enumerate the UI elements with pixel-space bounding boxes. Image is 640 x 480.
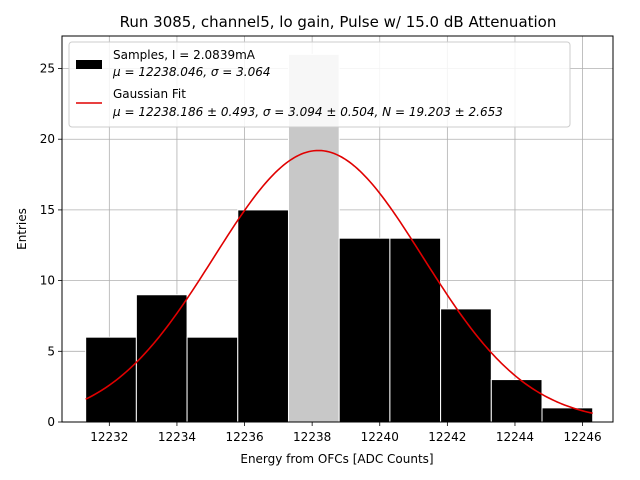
histogram-bar: [85, 336, 137, 423]
x-tick-label: 12232: [90, 430, 128, 444]
chart-title: Run 3085, channel5, lo gain, Pulse w/ 15…: [120, 13, 557, 31]
y-tick-label: 15: [40, 203, 55, 217]
histogram-bar: [338, 237, 391, 423]
x-tick-label: 12236: [225, 430, 263, 444]
y-tick-label: 5: [47, 344, 55, 358]
histogram-bar: [490, 379, 543, 423]
histogram-bar: [541, 407, 594, 423]
histogram-bar: [440, 308, 492, 423]
histogram-bar: [135, 294, 188, 423]
x-axis-ticks: 12232 12234 12236 12238 12240 12242 12244 12246: [90, 422, 602, 444]
legend-histogram-stats: μ = 12238.046, σ = 3.064: [112, 65, 270, 79]
plot-frame: [61, 35, 614, 423]
x-tick-label: 12244: [496, 430, 534, 444]
x-tick-label: 12240: [361, 430, 399, 444]
y-axis-label: Entries: [15, 208, 29, 250]
x-tick-label: 12242: [428, 430, 466, 444]
x-tick-label: 12238: [293, 430, 331, 444]
histogram-bar: [237, 209, 289, 423]
legend-histogram-label: Samples, I = 2.0839mA: [113, 48, 256, 62]
x-axis-label: Energy from OFCs [ADC Counts]: [240, 452, 433, 466]
legend-box: [68, 41, 571, 128]
gaussian-fit-curve: [85, 149, 593, 415]
histogram-bar: [389, 237, 442, 423]
legend-histogram-swatch: [76, 60, 102, 69]
histogram-bar: [186, 336, 239, 423]
y-axis-ticks: 0 5 10 15 20 25: [40, 62, 62, 429]
legend: Samples, I = 2.0839mA μ = 12238.046, σ =…: [68, 41, 571, 128]
y-tick-label: 20: [40, 132, 55, 146]
x-tick-label: 12234: [158, 430, 196, 444]
y-tick-label: 0: [47, 415, 55, 429]
legend-fit-stats: μ = 12238.186 ± 0.493, σ = 3.094 ± 0.504…: [112, 105, 503, 119]
y-tick-label: 25: [40, 62, 55, 76]
legend-fit-label: Gaussian Fit: [113, 87, 186, 101]
y-tick-label: 10: [40, 274, 55, 288]
x-tick-label: 12246: [563, 430, 601, 444]
